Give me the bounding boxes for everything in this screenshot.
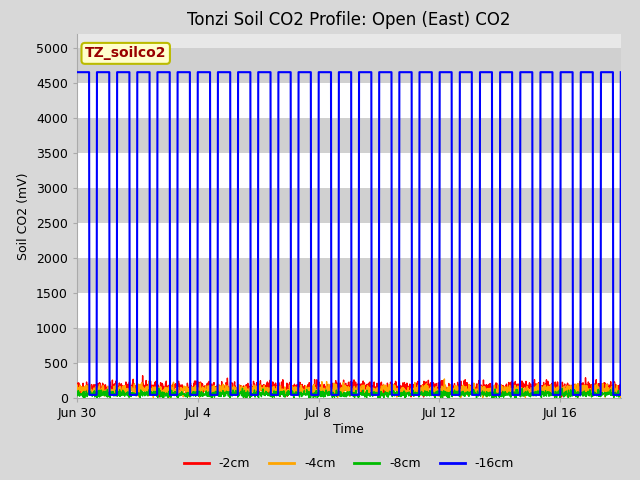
Bar — [77, 328, 621, 363]
Bar — [77, 83, 621, 118]
Bar — [77, 48, 621, 83]
Bar — [77, 223, 621, 258]
Bar — [77, 188, 621, 223]
Bar — [77, 293, 621, 328]
Text: TZ_soilco2: TZ_soilco2 — [85, 47, 166, 60]
Bar — [77, 258, 621, 293]
X-axis label: Time: Time — [333, 423, 364, 436]
Y-axis label: Soil CO2 (mV): Soil CO2 (mV) — [17, 172, 30, 260]
Title: Tonzi Soil CO2 Profile: Open (East) CO2: Tonzi Soil CO2 Profile: Open (East) CO2 — [187, 11, 511, 29]
Bar — [77, 153, 621, 188]
Bar — [77, 363, 621, 398]
Bar — [77, 118, 621, 153]
Legend: -2cm, -4cm, -8cm, -16cm: -2cm, -4cm, -8cm, -16cm — [179, 452, 519, 475]
